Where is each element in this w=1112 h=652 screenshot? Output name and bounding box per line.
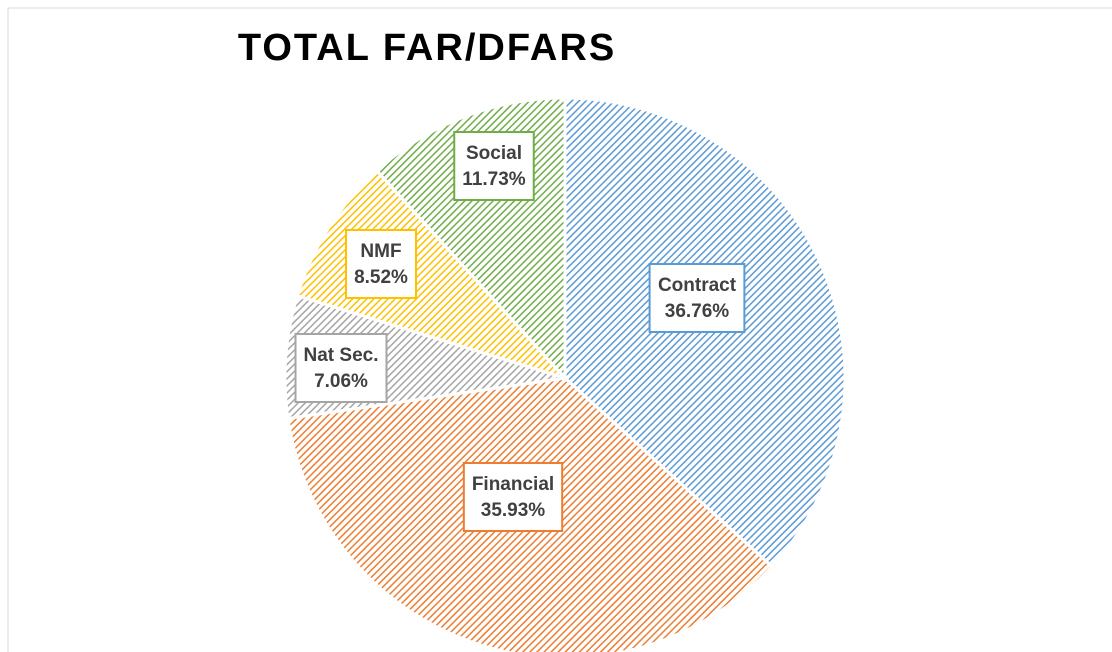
data-label-box [462, 462, 564, 532]
category-label: NMF [360, 241, 401, 262]
data-label-box [453, 131, 535, 201]
chart-title: TOTAL FAR/DFARS [238, 27, 616, 69]
pie-slice [295, 168, 570, 382]
data-label: 7.06% [314, 371, 368, 392]
data-label: 11.73% [462, 169, 525, 190]
data-label: 8.52% [354, 267, 408, 288]
data-label-box [294, 333, 388, 403]
data-label-box [648, 263, 746, 333]
category-label: Nat Sec. [304, 345, 379, 366]
category-label: Social [466, 143, 522, 164]
data-label: 35.93% [481, 500, 546, 521]
data-label: 36.76% [665, 301, 730, 322]
category-label: Contract [658, 275, 737, 296]
data-label-box [345, 229, 417, 299]
category-label: Financial [472, 474, 554, 495]
